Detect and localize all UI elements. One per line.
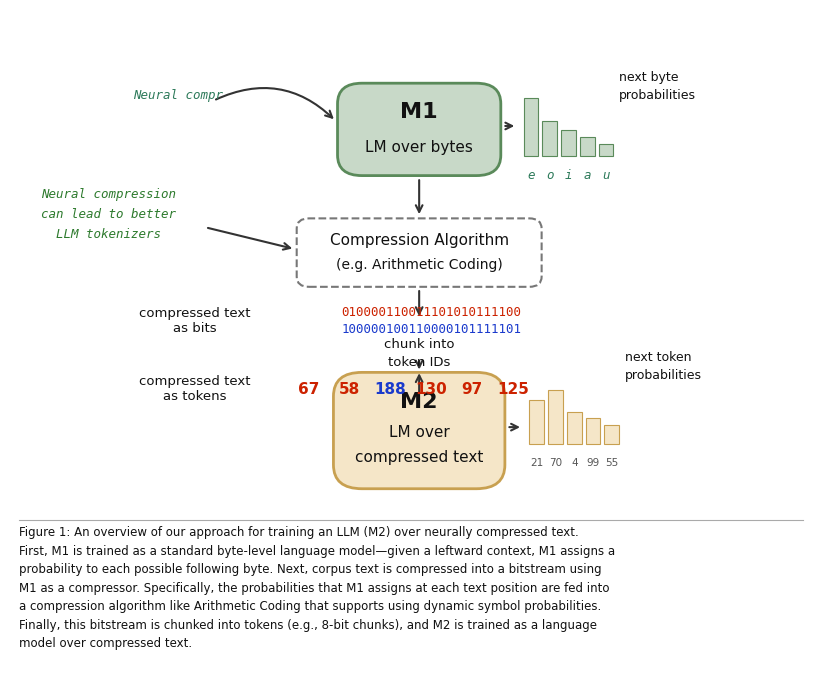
Text: u: u [603,169,610,181]
Text: chunk into
token IDs: chunk into token IDs [384,337,455,368]
Bar [580,137,594,156]
Text: Compression Algorithm: Compression Algorithm [330,233,509,248]
Text: compressed text
as bits: compressed text as bits [139,307,251,335]
Bar [543,121,557,156]
Text: a: a [584,169,591,181]
Text: compressed text
as tokens: compressed text as tokens [139,375,251,404]
Text: 125: 125 [497,382,529,397]
Text: M2: M2 [400,392,438,412]
Text: next byte
probabilities: next byte probabilities [619,71,696,102]
Text: compressed text: compressed text [355,451,483,466]
Text: Neural compr: Neural compr [133,89,224,101]
Bar [604,424,619,444]
Text: next token
probabilities: next token probabilities [625,351,702,382]
Text: LM over bytes: LM over bytes [365,139,473,155]
Text: Neural compression
can lead to better
LLM tokenizers: Neural compression can lead to better LL… [41,188,177,241]
FancyBboxPatch shape [297,218,542,287]
Text: 67: 67 [298,382,320,397]
FancyBboxPatch shape [338,83,501,175]
Text: e: e [527,169,535,181]
Text: M1: M1 [400,101,438,121]
Text: o: o [546,169,553,181]
Text: 21: 21 [530,458,543,469]
Text: 70: 70 [549,458,562,469]
Text: (e.g. Arithmetic Coding): (e.g. Arithmetic Coding) [336,258,502,272]
Text: 97: 97 [462,382,483,397]
Text: 99: 99 [586,458,600,469]
Text: 58: 58 [339,382,360,397]
FancyBboxPatch shape [334,373,505,489]
Bar [586,418,600,444]
Text: 4: 4 [571,458,578,469]
Bar [561,130,576,156]
Text: i: i [565,169,572,181]
Bar [529,400,544,444]
Text: 130: 130 [416,382,447,397]
Text: 188: 188 [375,382,406,397]
Bar [548,390,563,444]
Bar [567,412,582,444]
Bar [598,144,613,156]
Text: 010000110011101010111100: 010000110011101010111100 [341,306,521,319]
Text: LM over: LM over [389,425,450,440]
Text: Figure 1: An overview of our approach for training an LLM (M2) over neurally com: Figure 1: An overview of our approach fo… [19,526,615,651]
Bar [524,98,538,156]
Text: 100000100110000101111101: 100000100110000101111101 [341,324,521,337]
Text: 55: 55 [605,458,618,469]
